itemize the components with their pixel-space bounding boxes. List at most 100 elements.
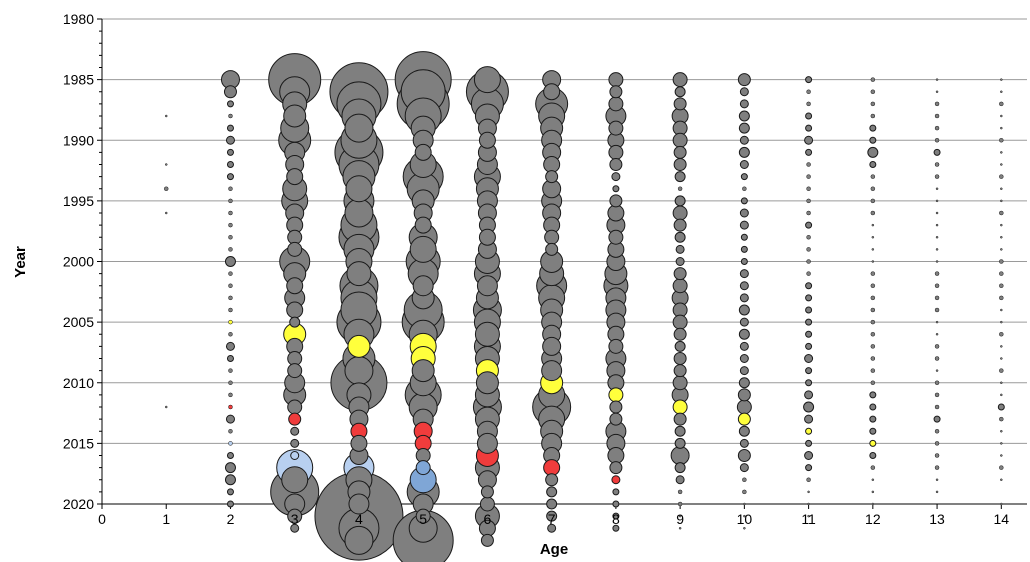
bubble-mark: [935, 490, 939, 494]
bubble-mark: [287, 508, 303, 524]
bubble-mark: [805, 342, 813, 350]
bubble-mark: [226, 148, 234, 156]
bubble-mark: [672, 72, 688, 88]
bubble-mark: [739, 438, 749, 448]
y-tick-label: 2010: [63, 375, 94, 391]
bubble-mark: [1000, 308, 1003, 312]
bubble-mark: [1000, 163, 1003, 166]
bubble-mark: [346, 261, 372, 287]
bubble-mark: [804, 390, 814, 400]
bubble-mark: [871, 248, 875, 251]
bubble-mark: [290, 451, 300, 460]
x-tick-label: 12: [865, 511, 881, 527]
bubble-mark: [805, 148, 813, 156]
bubble-mark: [675, 475, 685, 485]
bubble-mark: [546, 510, 558, 522]
bubble-mark: [608, 144, 624, 160]
bubble-mark: [870, 295, 876, 301]
bubble-mark: [475, 371, 499, 395]
bubble-mark: [805, 330, 813, 338]
bubble-mark: [933, 148, 941, 156]
bubble-mark: [870, 101, 876, 107]
bubble-mark: [674, 195, 686, 207]
bubble-mark: [281, 466, 309, 494]
bubble-mark: [674, 86, 686, 98]
bubble-mark: [870, 319, 876, 325]
bubble-mark: [611, 172, 621, 182]
bubble-mark: [934, 101, 940, 107]
bubble-mark: [935, 260, 939, 263]
bubble-mark: [999, 101, 1004, 107]
bubble-mark: [672, 399, 688, 415]
bubble-marks: [163, 51, 1005, 562]
bubble-mark: [546, 498, 558, 510]
x-tick-label: 0: [98, 511, 106, 527]
bubble-mark: [806, 198, 811, 204]
bubble-mark: [609, 461, 623, 475]
bubble-mark: [677, 186, 683, 191]
bubble-mark: [738, 304, 750, 316]
bubble-mark: [672, 375, 688, 391]
bubble-mark: [737, 449, 751, 462]
bubble-mark: [934, 174, 940, 179]
bubble-mark: [869, 136, 877, 144]
bubble-mark: [541, 360, 563, 382]
bubble-mark: [1000, 454, 1003, 457]
bubble-mark: [869, 391, 877, 399]
bubble-mark: [225, 135, 235, 145]
bubble-mark: [739, 135, 749, 145]
bubble-mark: [1000, 236, 1003, 239]
bubble-mark: [805, 112, 813, 120]
x-axis-title: Age: [540, 541, 568, 558]
bubble-mark: [224, 474, 236, 486]
bubble-mark: [545, 170, 559, 184]
bubble-mark: [739, 463, 749, 473]
bubble-mark: [612, 524, 620, 532]
bubble-mark: [673, 267, 687, 281]
bubble-mark: [869, 439, 877, 447]
x-tick-label: 3: [291, 511, 299, 527]
bubble-mark: [807, 490, 810, 494]
grid-lines: [102, 18, 1027, 444]
bubble-mark: [740, 173, 748, 181]
bubble-mark: [999, 368, 1004, 373]
bubble-mark: [999, 465, 1004, 470]
bubble-mark: [869, 427, 877, 435]
bubble-mark: [739, 341, 749, 351]
bubble-mark: [226, 100, 234, 108]
bubble-mark: [934, 271, 940, 276]
bubble-mark: [806, 259, 811, 264]
bubble-mark: [739, 354, 749, 363]
bubble-mark: [677, 489, 683, 495]
x-tick-label: 14: [994, 511, 1010, 527]
bubble-mark: [1000, 90, 1003, 93]
bubble-mark: [344, 525, 374, 555]
bubble-mark: [164, 114, 168, 118]
bubble-mark: [674, 425, 686, 437]
bubble-mark: [414, 216, 432, 234]
bubble-mark: [290, 438, 300, 448]
bubble-mark: [742, 477, 747, 482]
bubble-mark: [608, 338, 624, 354]
bubble-mark: [742, 489, 747, 495]
bubble-mark: [871, 490, 875, 494]
bubble-mark: [739, 160, 749, 169]
bubble-mark: [225, 341, 235, 351]
bubble-mark: [288, 412, 302, 426]
bubble-mark: [935, 478, 939, 481]
bubble-mark: [286, 168, 304, 186]
bubble-mark: [740, 245, 748, 253]
bubble-mark: [739, 208, 749, 218]
bubble-mark: [228, 198, 233, 204]
bubble-mark: [870, 368, 876, 373]
bubble-mark: [225, 414, 235, 424]
bubble-mark: [870, 344, 876, 349]
y-tick-label: 1990: [63, 132, 94, 148]
bubble-mark: [228, 186, 233, 191]
bubble-mark: [672, 278, 688, 294]
bubble-mark: [612, 185, 620, 193]
y-axis-title: Year: [12, 246, 29, 278]
bubble-mark: [1000, 114, 1003, 118]
bubble-mark: [474, 321, 500, 347]
